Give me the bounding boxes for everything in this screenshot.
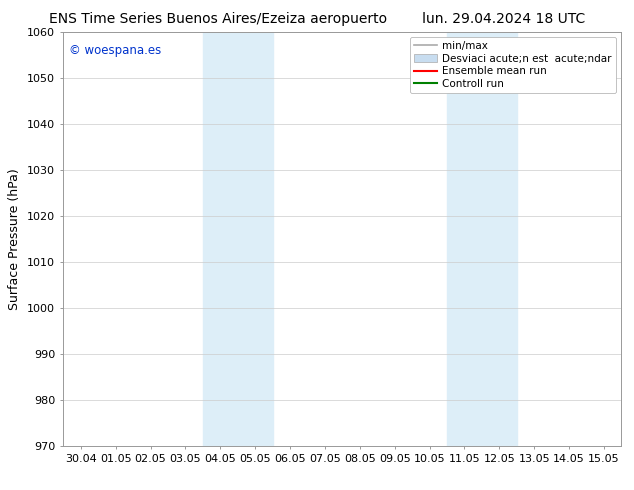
Bar — [203, 32, 273, 446]
Text: ENS Time Series Buenos Aires/Ezeiza aeropuerto        lun. 29.04.2024 18 UTC: ENS Time Series Buenos Aires/Ezeiza aero… — [49, 12, 585, 26]
Bar — [447, 32, 517, 446]
Text: © woespana.es: © woespana.es — [69, 44, 161, 57]
Y-axis label: Surface Pressure (hPa): Surface Pressure (hPa) — [8, 168, 22, 310]
Legend: min/max, Desviaci acute;n est  acute;ndar, Ensemble mean run, Controll run: min/max, Desviaci acute;n est acute;ndar… — [410, 37, 616, 93]
